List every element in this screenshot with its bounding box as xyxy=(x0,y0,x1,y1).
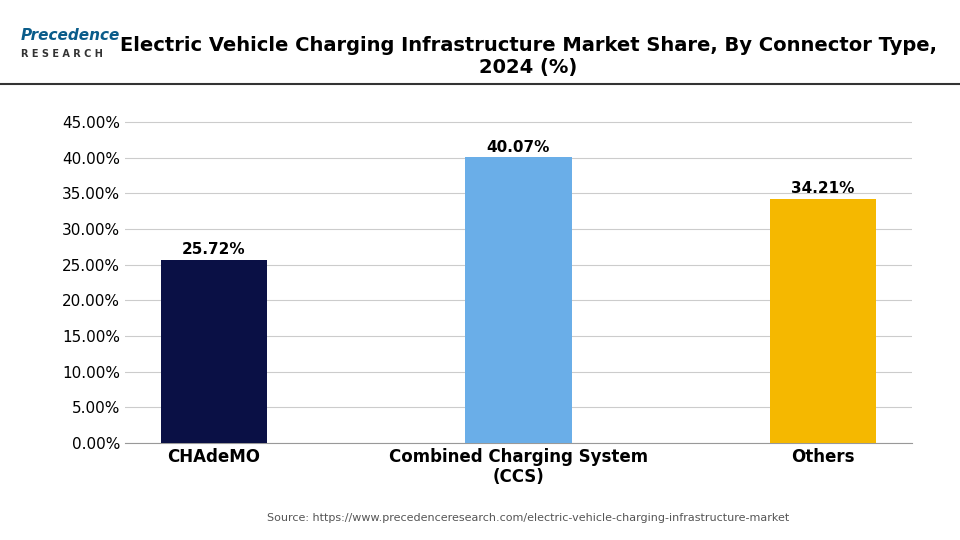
Text: 34.21%: 34.21% xyxy=(791,181,854,196)
Text: 40.07%: 40.07% xyxy=(487,139,550,154)
Text: Source: https://www.precedenceresearch.com/electric-vehicle-charging-infrastruct: Source: https://www.precedenceresearch.c… xyxy=(267,514,789,523)
Text: R E S E A R C H: R E S E A R C H xyxy=(21,49,103,59)
Bar xyxy=(770,199,876,443)
Text: Electric Vehicle Charging Infrastructure Market Share, By Connector Type,
2024 (: Electric Vehicle Charging Infrastructure… xyxy=(119,36,937,77)
Text: Precedence: Precedence xyxy=(21,28,121,43)
Text: 25.72%: 25.72% xyxy=(182,242,246,256)
Bar xyxy=(160,260,267,443)
Bar xyxy=(465,157,572,443)
